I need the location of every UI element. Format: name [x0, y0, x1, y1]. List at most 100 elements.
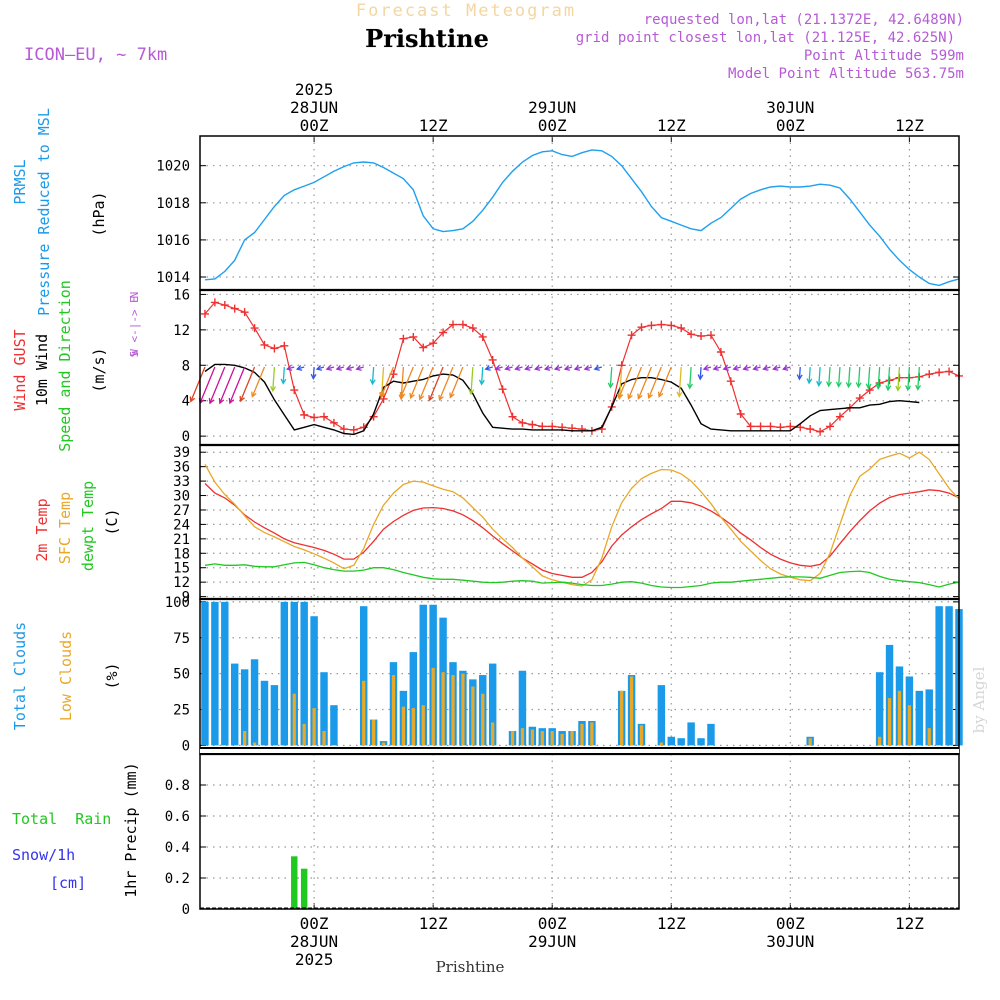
low-cloud-bar — [431, 667, 435, 746]
gust-marker — [855, 394, 864, 403]
wind-arrow-head — [816, 380, 823, 387]
bottom-time-label: 12Z — [657, 914, 686, 933]
gust-marker — [766, 422, 775, 431]
top-time-label: 28JUN — [290, 98, 338, 117]
low-cloud-bar — [491, 722, 495, 746]
wind-arrow-head — [607, 382, 614, 389]
location-title: Prishtine — [365, 24, 489, 53]
supertitle: Forecast Meteogram — [356, 1, 576, 21]
y-tick-label: 1016 — [156, 233, 190, 249]
total-cloud-bar — [875, 672, 884, 746]
y-tick-label: 36 — [173, 460, 190, 476]
total-cloud-bar — [707, 723, 715, 746]
wind-arrow — [380, 366, 395, 398]
y-tick-label: 33 — [173, 474, 190, 490]
gust-marker — [468, 324, 477, 333]
low-cloud-bar — [421, 705, 425, 746]
low-cloud-bar — [570, 731, 574, 746]
total-cloud-bar — [935, 606, 943, 746]
wind-arrow-head — [335, 365, 342, 371]
low-cloud-bar — [362, 680, 366, 746]
wind-arrow — [480, 367, 484, 385]
total-cloud-bar — [359, 606, 368, 746]
wind-arrow-head — [712, 365, 719, 371]
y-tick-label: 0 — [182, 429, 190, 445]
gust-marker — [250, 324, 259, 333]
wind-arrow — [887, 367, 891, 391]
wind-arrow — [229, 366, 246, 404]
y-tick-label: 16 — [173, 287, 190, 303]
wind-arrow-head — [687, 383, 693, 390]
wind-arrow — [449, 366, 464, 398]
gust-marker — [885, 376, 894, 385]
y-tick-label: 75 — [173, 631, 190, 647]
wind-arrow-head — [742, 365, 749, 371]
compass-we: W <-|-> E — [128, 296, 141, 356]
y-tick-label: 0 — [182, 902, 190, 918]
wind-arrow-head — [657, 391, 664, 398]
panel-pressure: 1014 1016 1018 1020 — [156, 136, 960, 290]
top-time-label: 00Z — [776, 116, 805, 135]
wind-arrow — [209, 366, 226, 404]
requested-coords: requested lon,lat (21.1372E, 42.6489N) — [644, 12, 964, 28]
gust-marker — [577, 425, 586, 434]
wind-dir-label: Speed and Direction — [56, 280, 74, 452]
top-time-label: 12Z — [895, 116, 924, 135]
wind-arrow-head — [806, 378, 813, 385]
wind-arrow-head — [722, 365, 729, 371]
gust-marker — [816, 427, 825, 436]
wind-arrow — [857, 367, 861, 387]
y-tick-label: 50 — [173, 667, 190, 683]
gust-marker — [458, 320, 467, 329]
wind-arrow-head — [355, 365, 362, 371]
wind-arrow-head — [484, 365, 491, 371]
wind-arrow — [371, 367, 375, 384]
gust-marker — [349, 425, 358, 434]
total-cloud-bar — [201, 601, 209, 746]
y-tick-label: 100 — [165, 595, 190, 611]
low-cloud-bar — [560, 733, 564, 746]
wind-arrow — [648, 366, 662, 399]
point-altitude: Point Altitude 599m — [804, 48, 964, 64]
y-tick-label: 24 — [173, 517, 190, 533]
wind-arrow — [917, 367, 920, 390]
bottom-time-label: 28JUN — [290, 932, 338, 951]
temp-dewpt-label: dewpt Temp — [79, 481, 97, 571]
wind-arrow — [897, 367, 901, 391]
y-tick-label: 12 — [173, 575, 190, 591]
gust-marker — [826, 422, 835, 431]
prmsl-desc-label: Pressure Reduced to MSL — [35, 108, 53, 316]
wind-10m-label: 10m Wind — [33, 334, 51, 406]
gust-marker — [220, 301, 229, 310]
wind-arrow-head — [399, 392, 406, 399]
total-cloud-bar — [677, 738, 685, 746]
wind-arrow — [877, 367, 881, 389]
y-tick-label: 9 — [182, 590, 190, 606]
panel-wind: 0 4 8 12 16 — [173, 287, 963, 445]
wind-arrow-head — [438, 394, 444, 402]
low-cloud-bar — [401, 706, 406, 746]
wind-10m-line — [204, 363, 920, 436]
wind-arrow-head — [855, 382, 862, 389]
low-cloud-bar — [381, 742, 386, 746]
wind-arrow-head — [826, 381, 832, 388]
total-cloud-bar — [419, 604, 427, 746]
top-time-label: 29JUN — [528, 98, 576, 117]
gust-marker — [756, 422, 765, 431]
y-tick-label: 8 — [182, 358, 190, 374]
gust-marker — [399, 334, 408, 343]
snow-label: Snow/1h — [12, 846, 75, 864]
wind-arrow-head — [286, 365, 293, 371]
wind-arrow-head — [865, 383, 872, 390]
wind-arrow — [239, 366, 256, 402]
gust-marker — [806, 425, 815, 434]
low-cloud-bar — [887, 698, 892, 746]
gust-marker — [776, 423, 785, 432]
wind-arrow-head — [449, 392, 455, 399]
gust-marker — [230, 304, 239, 313]
gust-marker — [488, 355, 497, 364]
low-cloud-bar — [907, 705, 912, 746]
gust-marker — [200, 309, 209, 318]
snow-unit-label: [cm] — [50, 874, 86, 892]
